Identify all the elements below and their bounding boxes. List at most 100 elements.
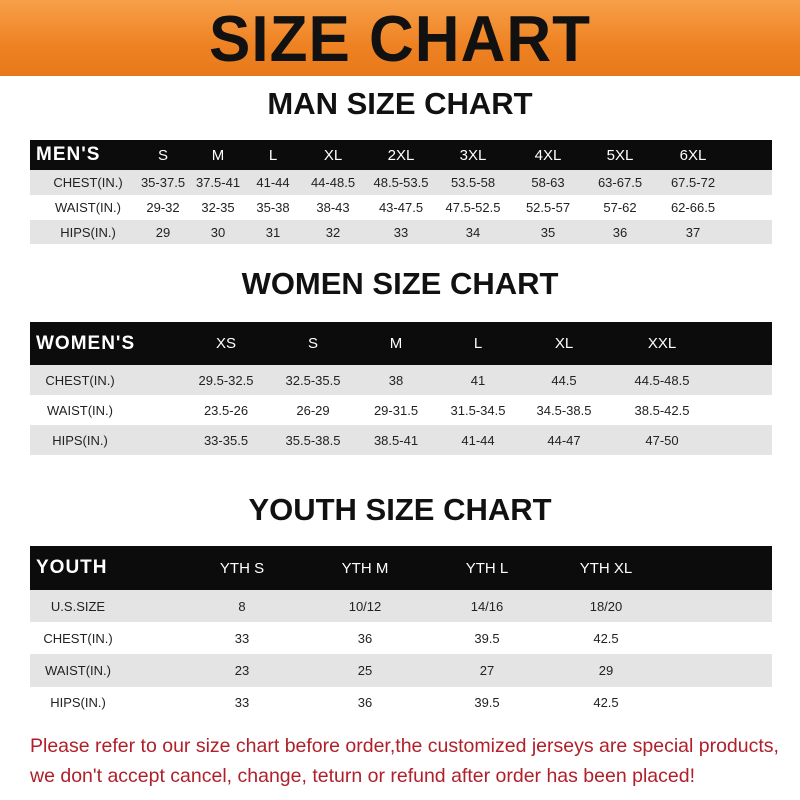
table-row: U.S.SIZE 8 10/12 14/16 18/20 <box>30 590 772 622</box>
row-label: WOMEN'S <box>36 332 136 354</box>
table-cell: 33 <box>393 224 409 240</box>
table-cell: 43-47.5 <box>378 200 424 215</box>
table-cell: 42.5 <box>593 630 619 646</box>
table-cell: 44-48.5 <box>310 175 356 190</box>
title-banner: SIZE CHART <box>0 0 800 76</box>
table-cell: XS <box>215 335 237 352</box>
row-label: HIPS(IN.) <box>60 224 116 240</box>
row-label: HIPS(IN.) <box>50 695 106 710</box>
table-header-row: YOUTH YTH S YTH M YTH L YTH XL <box>30 546 772 590</box>
table-cell: 44-47 <box>547 432 581 448</box>
table-cell: YTH XL <box>579 559 633 577</box>
row-label: CHEST(IN.) <box>53 175 123 190</box>
table-cell: 33 <box>234 630 250 646</box>
row-label: WAIST(IN.) <box>47 402 113 418</box>
table-cell: 53.5-58 <box>450 175 496 190</box>
table-cell: 18/20 <box>589 598 623 614</box>
table-cell: 32.5-35.5 <box>285 372 341 388</box>
table-cell: 29-31.5 <box>373 402 419 418</box>
row-label: MEN'S <box>36 144 101 165</box>
table-cell: 30 <box>210 224 226 240</box>
table-row: CHEST(IN.) 29.5-32.5 32.5-35.5 38 41 44.5 44.5… <box>30 365 772 395</box>
row-label: HIPS(IN.) <box>52 432 108 448</box>
table-cell: 31.5-34.5 <box>450 402 506 418</box>
table-cell: 33-35.5 <box>203 432 249 448</box>
row-label: CHEST(IN.) <box>43 630 113 646</box>
table-cell: 44.5 <box>551 372 577 388</box>
notice-line-2: we don't accept cancel, change, teturn o… <box>30 765 695 787</box>
table-header-row: WOMEN'S XS S M L XL XXL <box>30 322 772 365</box>
table-cell: 8 <box>238 598 246 614</box>
table-cell: 41 <box>470 372 486 388</box>
table-cell: S <box>157 146 169 164</box>
row-label: YOUTH <box>36 557 108 578</box>
table-cell: 10/12 <box>348 598 382 614</box>
table-cell: 38.5-42.5 <box>634 402 690 418</box>
table-cell: 29 <box>598 663 614 678</box>
table-cell: M <box>211 146 225 164</box>
table-cell: 32-35 <box>201 200 235 215</box>
table-cell: 29.5-32.5 <box>198 372 254 388</box>
table-cell: 35 <box>540 224 556 240</box>
table-cell: S <box>307 335 319 352</box>
table-row: HIPS(IN.) 33-35.5 35.5-38.5 38.5-41 41-44 44-… <box>30 425 772 455</box>
table-row: WAIST(IN.) 29-32 32-35 35-38 38-43 43-47.5 47.… <box>30 195 772 220</box>
table-cell: XL <box>323 146 343 164</box>
youth-section-title: YOUTH SIZE CHART <box>248 492 552 527</box>
row-label: CHEST(IN.) <box>45 372 115 388</box>
table-cell: 41-44 <box>256 175 290 190</box>
table-cell: 33 <box>234 695 250 710</box>
table-row: WAIST(IN.) 23.5-26 26-29 29-31.5 31.5-34.5 34… <box>30 395 772 425</box>
table-cell: 57-62 <box>603 200 637 215</box>
table-header-row: MEN'S S M L XL 2XL 3XL 4XL 5XL 6XL <box>30 140 772 170</box>
table-cell: 27 <box>479 663 495 678</box>
table-cell: 35.5-38.5 <box>285 432 341 448</box>
table-cell: 3XL <box>459 146 487 164</box>
table-cell: L <box>268 146 278 164</box>
table-cell: 36 <box>612 224 628 240</box>
table-row: HIPS(IN.) 33 36 39.5 42.5 <box>30 687 772 718</box>
row-label: U.S.SIZE <box>50 598 106 614</box>
table-cell: 39.5 <box>474 695 500 710</box>
table-cell: 31 <box>265 224 281 240</box>
table-cell: 37 <box>685 224 701 240</box>
table-cell: 58-63 <box>531 175 565 190</box>
table-cell: 48.5-53.5 <box>373 175 429 190</box>
table-cell: 67.5-72 <box>670 175 716 190</box>
table-cell: 36 <box>357 695 373 710</box>
table-cell: XXL <box>647 335 677 352</box>
women-section-title: WOMEN SIZE CHART <box>241 266 559 301</box>
row-label: WAIST(IN.) <box>55 200 121 215</box>
table-cell: YTH M <box>341 559 389 577</box>
table-cell: 5XL <box>606 146 634 164</box>
row-label: WAIST(IN.) <box>45 663 111 678</box>
table-cell: 47-50 <box>645 432 679 448</box>
table-cell: 62-66.5 <box>670 200 716 215</box>
table-row: HIPS(IN.) 29 30 31 32 33 34 35 36 37 <box>30 220 772 244</box>
table-cell: XL <box>554 335 574 352</box>
table-cell: 6XL <box>679 146 707 164</box>
page-title: SIZE CHART <box>209 3 591 76</box>
table-cell: YTH L <box>465 559 509 577</box>
table-cell: 4XL <box>534 146 562 164</box>
table-cell: 38-43 <box>316 200 350 215</box>
table-cell: 29 <box>155 224 171 240</box>
table-cell: 2XL <box>387 146 415 164</box>
table-cell: 34.5-38.5 <box>536 402 592 418</box>
table-row: WAIST(IN.) 23 25 27 29 <box>30 654 772 687</box>
table-cell: 41-44 <box>461 432 495 448</box>
table-cell: 23.5-26 <box>203 402 249 418</box>
table-cell: 23 <box>234 663 250 678</box>
table-cell: 26-29 <box>296 402 330 418</box>
table-cell: 63-67.5 <box>597 175 643 190</box>
table-cell: M <box>389 335 403 352</box>
table-cell: 29-32 <box>146 200 180 215</box>
table-cell: 14/16 <box>470 598 504 614</box>
table-cell: 38.5-41 <box>373 432 419 448</box>
table-cell: 44.5-48.5 <box>634 372 690 388</box>
table-cell: 25 <box>357 663 373 678</box>
table-cell: 36 <box>357 630 373 646</box>
men-section-title: MAN SIZE CHART <box>267 86 533 121</box>
table-cell: 39.5 <box>474 630 500 646</box>
